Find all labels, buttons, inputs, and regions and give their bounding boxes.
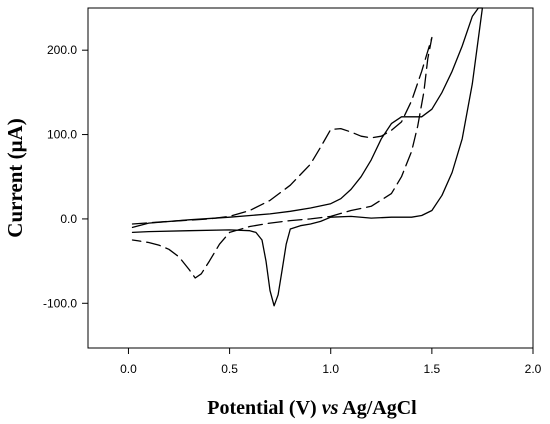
x-axis-title: Potential (V) vs Ag/AgCl: [207, 397, 417, 419]
x-tick-label: 0.0: [120, 362, 137, 376]
y-axis-title: Current (μA): [3, 118, 27, 237]
x-axis-title-part3: Ag/AgCl: [338, 397, 417, 419]
x-axis-title-part1: Potential (V): [207, 397, 321, 419]
dashed-voltammogram-curve: [131, 36, 433, 279]
x-tick-label: 2.0: [525, 362, 542, 376]
y-axis-ticks: 200.0 100.0 0.0 -100.0: [43, 43, 88, 310]
x-tick-label: 1.0: [322, 362, 339, 376]
x-tick-label: 1.5: [424, 362, 441, 376]
plot-frame: [87, 7, 534, 349]
series-curves: [131, 7, 484, 307]
x-axis-title-part2: vs: [322, 397, 339, 419]
x-tick-label: 0.5: [221, 362, 238, 376]
y-tick-label: 100.0: [47, 128, 77, 142]
y-tick-label: 200.0: [47, 43, 77, 57]
solid-voltammogram-curve: [131, 7, 484, 307]
y-tick-label: 0.0: [60, 212, 77, 226]
x-axis-ticks: 0.0 0.5 1.0 1.5 2.0: [120, 348, 542, 376]
y-tick-label: -100.0: [43, 296, 77, 310]
